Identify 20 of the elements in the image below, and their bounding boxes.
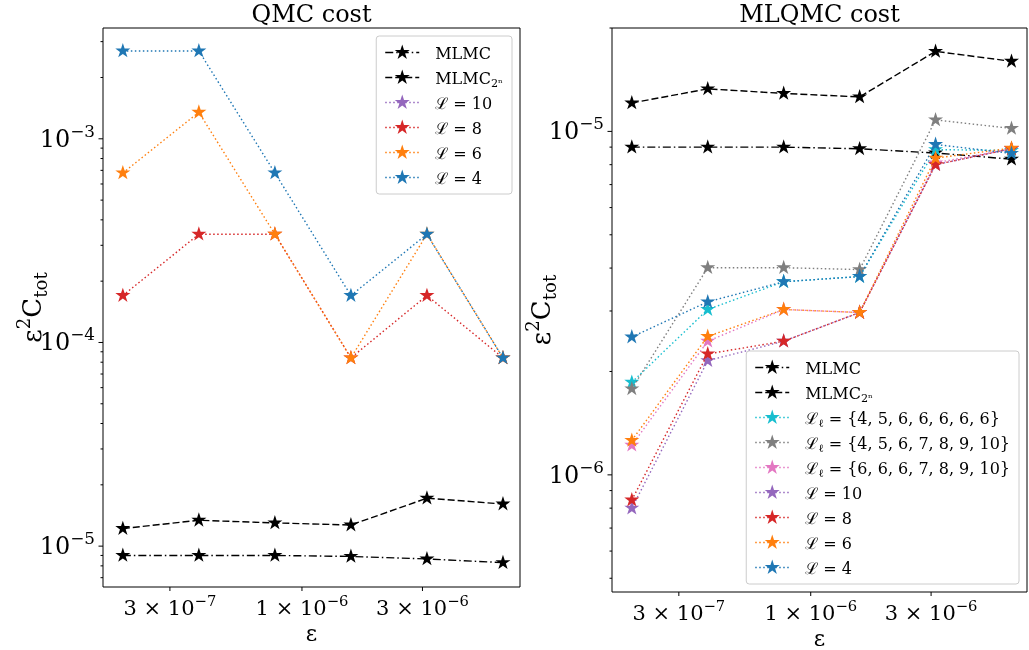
- legend-label: ℒ$_{ℓ}$ = {4, 5, 6, 6, 6, 6, 6}: [805, 408, 1000, 431]
- legend-label: ℒ = 10: [805, 483, 863, 503]
- x-axis-title: ε: [305, 621, 318, 646]
- legend-label: ℒ$_{ℓ}$ = {4, 5, 6, 7, 8, 9, 10}: [805, 433, 1010, 456]
- legend-label: MLMC$_{2ⁿ}$: [435, 68, 503, 91]
- legend-label: ℒ = 8: [805, 508, 852, 528]
- legend-label: ℒ = 6: [805, 533, 852, 553]
- legend-label: ℒ$_{ℓ}$ = {6, 6, 6, 7, 8, 9, 10}: [805, 458, 1010, 481]
- legend-label: MLMC: [435, 43, 491, 63]
- legend-label: ℒ = 6: [435, 143, 483, 163]
- legend-label: MLMC$_{2ⁿ}$: [805, 383, 873, 406]
- chart-title: QMC cost: [251, 0, 372, 28]
- x-axis-title: ε: [813, 626, 826, 650]
- legend-label: ℒ = 8: [435, 118, 483, 138]
- y-axis-title: ε2Ctot: [522, 274, 560, 346]
- legend-label: ℒ = 4: [805, 558, 852, 578]
- legend-label: MLMC: [805, 358, 861, 378]
- chart-title: MLQMC cost: [739, 0, 901, 28]
- legend-label: ℒ = 4: [435, 168, 483, 188]
- legend-label: ℒ = 10: [435, 93, 493, 113]
